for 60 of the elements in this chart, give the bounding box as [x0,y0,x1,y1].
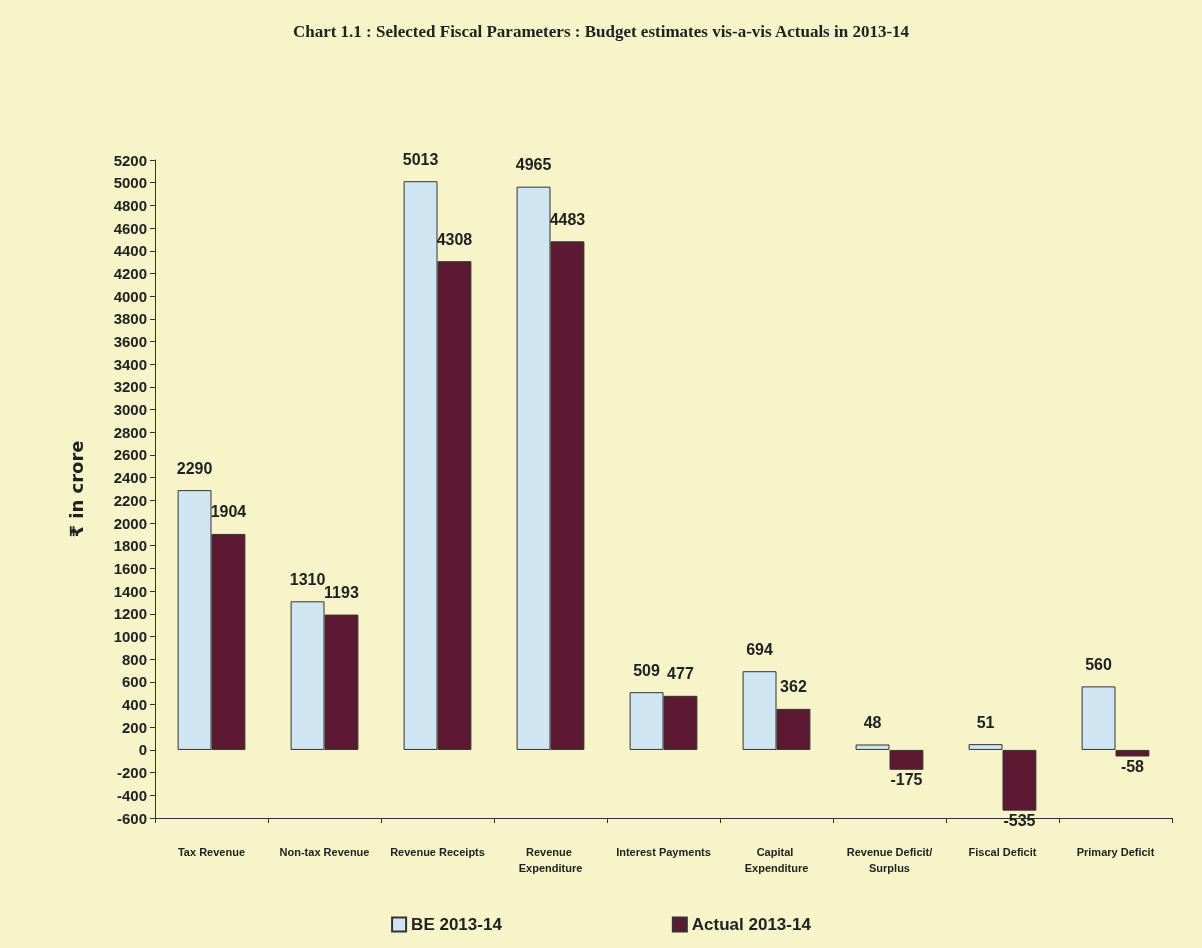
legend-label: Actual 2013-14 [691,915,812,934]
data-label: 4308 [436,230,473,248]
x-tick-label: Primary Deficit [1076,846,1155,858]
y-tick-label: 2400 [113,469,147,487]
data-label: 694 [746,640,773,658]
x-tick-label: Fiscal Deficit [968,846,1037,858]
y-tick-label: 600 [121,673,147,691]
y-tick-label: 2800 [113,423,147,441]
y-tick-label: 1200 [113,605,147,623]
data-label: 1904 [210,503,247,521]
y-tick-label: 4800 [113,196,147,214]
x-tick-label: Revenue Deficit/Surplus [846,846,933,874]
y-axis-title: ₹ in crore [65,440,87,538]
y-tick-label: 1600 [113,559,147,577]
y-tick-label: 4400 [113,242,147,260]
data-label: 51 [976,713,995,731]
data-label: 560 [1085,655,1112,673]
y-tick-label: 5000 [113,174,147,192]
y-tick-label: 0 [138,741,147,759]
y-tick-label: 2000 [113,514,147,532]
data-label: -175 [890,771,923,789]
data-label: 48 [863,713,882,731]
x-tick-label: Capital Expenditure [744,846,809,874]
y-tick-label: 400 [121,696,147,714]
data-label: -58 [1120,758,1145,776]
x-tick-label: Tax Revenue [177,846,246,858]
legend-label: BE 2013-14 [411,915,503,934]
y-tick-label: 1000 [113,627,147,645]
y-tick-label: -400 [116,786,147,804]
x-tick-label: Interest Payments [616,846,711,858]
data-label: 362 [780,678,807,696]
y-tick-label: 4600 [113,219,147,237]
chart-title: Chart 1.1 : Selected Fiscal Parameters : Budget estimates vis-a-vis Actuals in 2013-14 [292,22,910,41]
data-label: 4965 [515,156,552,174]
y-tick-label: 5200 [113,151,147,169]
x-tick-label: Revenue Receipts [390,846,485,858]
x-tick-label: Revenue Expenditure [518,846,583,874]
data-label: 2290 [176,459,213,477]
data-label: 5013 [402,150,439,168]
y-tick-label: 4000 [113,287,147,305]
data-label: 477 [667,665,694,683]
y-tick-label: 3600 [113,333,147,351]
y-tick-label: 800 [121,650,147,668]
data-label: 1310 [289,570,326,588]
y-tick-label: 3400 [113,355,147,373]
y-tick-label: 2600 [113,446,147,464]
data-label: 509 [633,661,660,679]
y-tick-label: 4200 [113,264,147,282]
data-label: 4483 [549,210,586,228]
y-tick-label: -600 [116,809,147,827]
y-tick-label: 3200 [113,378,147,396]
y-tick-label: 2200 [113,491,147,509]
y-tick-label: 1400 [113,582,147,600]
y-tick-label: 3000 [113,401,147,419]
y-tick-label: 200 [121,718,147,736]
y-tick-label: -200 [116,764,147,782]
y-tick-label: 1800 [113,537,147,555]
x-tick-label: Non-tax Revenue [279,846,370,858]
y-tick-label: 3800 [113,310,147,328]
data-label: 1193 [324,584,359,602]
